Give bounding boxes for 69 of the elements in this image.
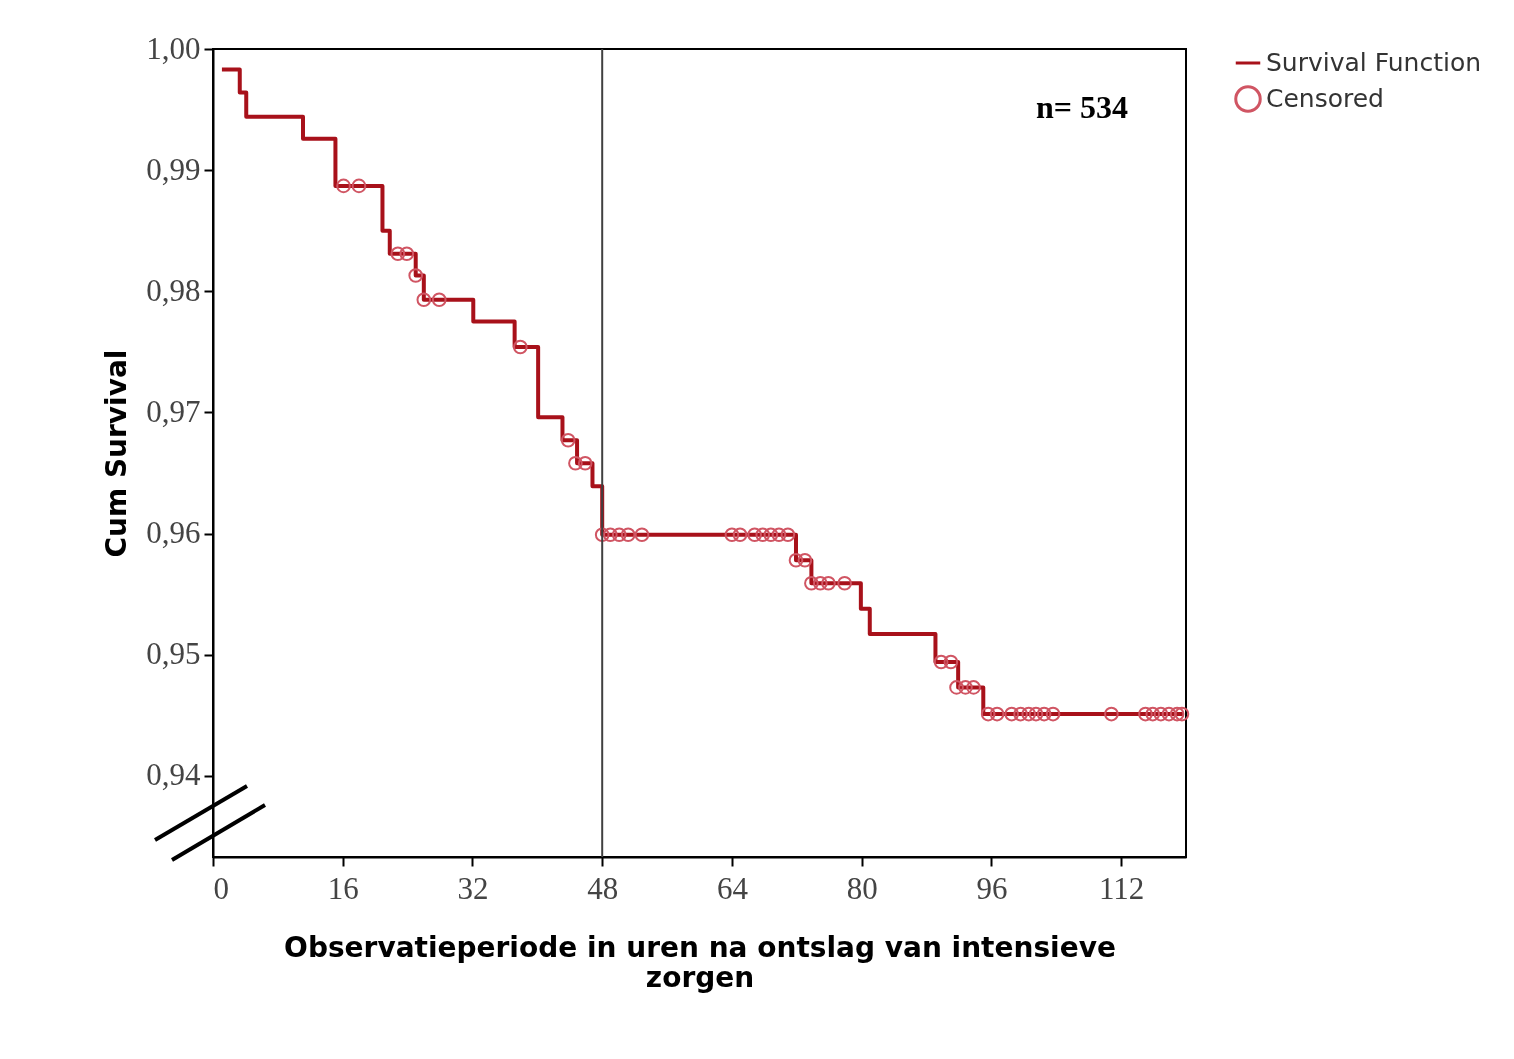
- x-axis-title: Observatieperiode in uren na ontslag van intensieve zorgen: [284, 930, 1116, 994]
- x-tick-label: 0: [213, 870, 229, 906]
- point: [1138, 706, 1153, 722]
- point: [755, 527, 771, 543]
- point: [763, 527, 779, 543]
- point: [408, 268, 424, 283]
- point: [1013, 706, 1028, 722]
- y-tick-label: 0,95: [146, 636, 201, 672]
- point: [837, 575, 852, 591]
- point: [1104, 706, 1119, 722]
- x-tick-label: 96: [976, 870, 1008, 906]
- point: [1045, 706, 1061, 722]
- point: [577, 455, 593, 471]
- point: [747, 527, 762, 543]
- y-tick-label: 0,99: [146, 151, 201, 187]
- point: [1174, 706, 1190, 722]
- point: [602, 527, 618, 543]
- point: [1153, 706, 1169, 722]
- point: [512, 339, 528, 355]
- point: [821, 575, 836, 591]
- y-tick-label: 0,96: [146, 515, 201, 551]
- point: [416, 292, 432, 308]
- point: [351, 178, 367, 194]
- point: [1161, 706, 1177, 722]
- point: [431, 292, 447, 308]
- point: [390, 246, 406, 262]
- point: [788, 552, 804, 568]
- x-tick-label: 32: [457, 870, 489, 906]
- point: [594, 527, 610, 543]
- legend-label: Censored: [1266, 84, 1384, 113]
- point: [732, 527, 748, 543]
- point: [1036, 706, 1052, 722]
- point: [958, 680, 973, 695]
- point: [943, 654, 959, 670]
- y-tick-label: 0,98: [146, 272, 201, 308]
- legend-label: Survival Function: [1266, 48, 1482, 77]
- point: [611, 527, 627, 543]
- annotation: n= 534: [1035, 89, 1129, 125]
- x-tick-label: 80: [846, 870, 878, 906]
- y-tick-label: 0,94: [146, 757, 201, 793]
- x-tick-label: 64: [716, 870, 749, 906]
- x-tick-label: 16: [327, 870, 359, 906]
- point: [336, 178, 351, 194]
- point: [804, 575, 819, 591]
- point: [812, 575, 828, 591]
- point: [568, 455, 583, 471]
- point: [797, 552, 813, 568]
- point: [780, 527, 796, 543]
- point: [1004, 706, 1019, 722]
- x-tick-label: 48: [587, 870, 619, 906]
- point: [634, 527, 650, 543]
- point: [560, 432, 576, 448]
- point: [933, 654, 949, 670]
- point: [771, 527, 787, 543]
- point: [989, 706, 1005, 722]
- point: [1021, 706, 1037, 722]
- point: [1028, 706, 1044, 722]
- point: [1145, 706, 1161, 722]
- point: [724, 527, 740, 543]
- y-axis-title: Cum Survival: [100, 349, 134, 558]
- point: [980, 706, 996, 722]
- point: [1169, 706, 1185, 722]
- point: [620, 527, 636, 543]
- y-tick-label: 0,97: [146, 393, 201, 429]
- x-tick-label: 112: [1098, 870, 1145, 906]
- y-tick-label: 1,00: [146, 30, 201, 66]
- point: [399, 246, 415, 262]
- point: [966, 680, 981, 695]
- point: [949, 680, 964, 695]
